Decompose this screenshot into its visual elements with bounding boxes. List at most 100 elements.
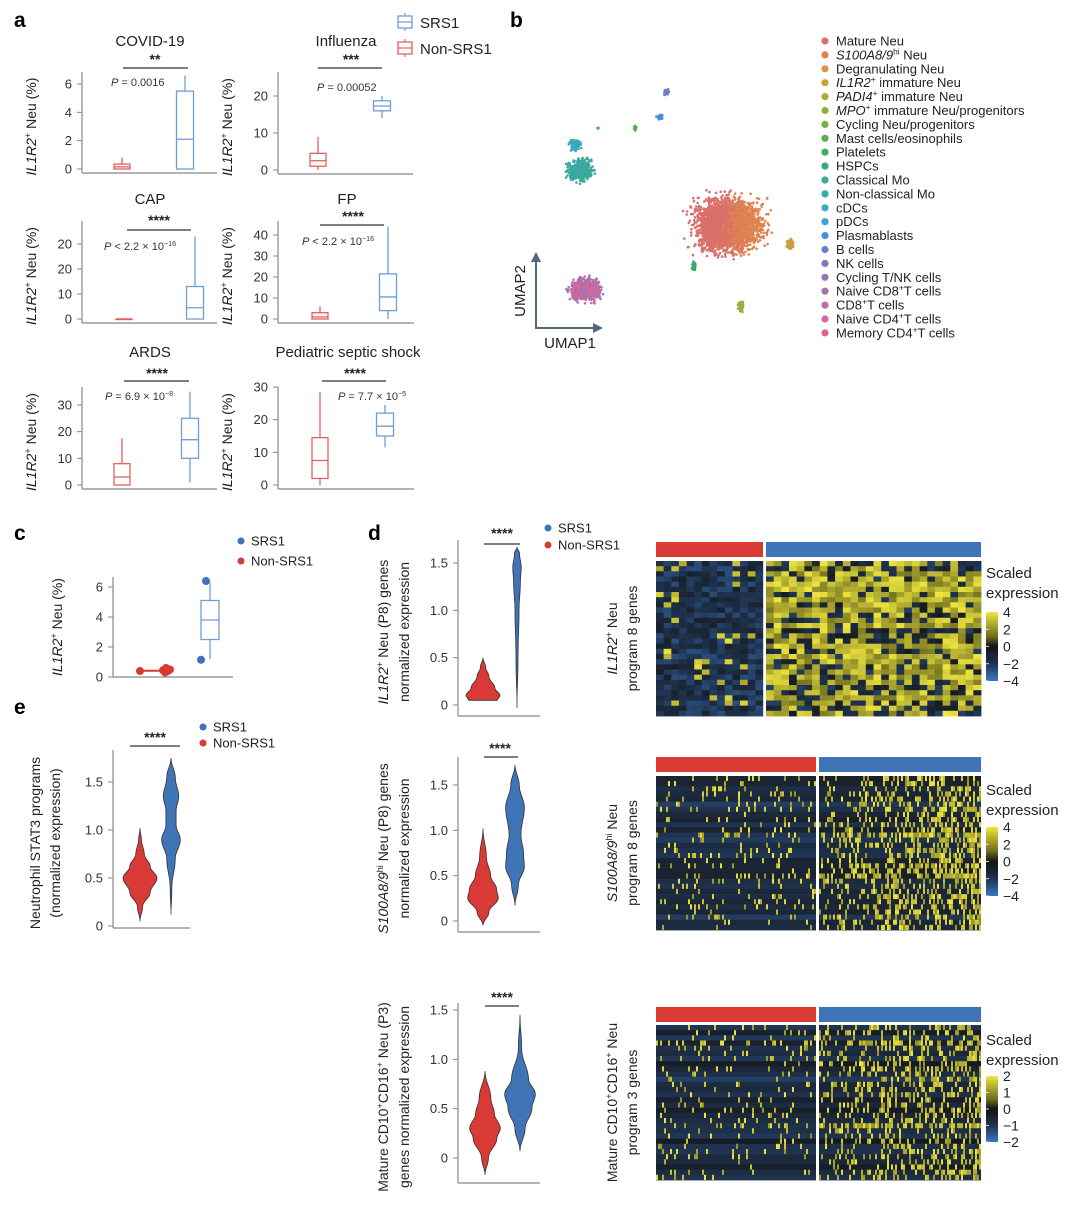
y-tick-label: 10 [254,445,268,460]
umap-point [742,212,746,215]
umap-point [576,301,579,304]
umap-point [587,294,591,297]
y-tick-label: 6 [65,77,72,92]
umap-point [715,209,719,213]
umap-point [709,246,712,249]
legend-label-part: immature Neu [876,75,961,90]
umap-point [742,253,746,256]
umap-point [704,246,707,249]
umap-point [706,221,710,225]
umap-point [575,181,578,184]
y-axis-label: IL1R2+ Neu (%) [219,393,235,491]
umap-point [739,246,743,249]
umap-point [574,170,578,173]
panel-label-d: d [368,522,381,545]
umap-point [763,244,766,247]
umap-point [766,230,769,233]
umap-point [705,189,708,192]
umap-point [750,232,753,236]
umap-point [681,209,685,213]
umap-point [707,232,711,236]
box-srs1 [375,404,395,448]
box-srs1 [185,236,205,320]
umap-point [595,282,598,285]
p-value: P = 0.0016 [111,77,165,89]
y-axis-label: IL1R2+ Neu (%) [23,227,39,325]
y-tick-label: 0 [261,163,268,178]
y-axis-label-part: IL1R2 [23,287,39,325]
y-axis-label-part: Neu (%) [219,227,235,282]
srs1-box-legend-icon [397,13,413,31]
y-tick-label: 20 [58,262,72,277]
umap-point [693,208,697,211]
umap-point [711,228,714,232]
umap-point [721,213,725,217]
legend-item: Degranulating Neu [821,61,944,76]
umap-point [746,243,750,247]
umap-point [732,223,736,226]
umap-point [720,209,724,213]
legend-label-part: MPO [836,103,866,118]
umap-point [770,231,774,234]
umap-point [715,215,719,218]
umap-point [590,158,593,161]
umap-point [735,203,738,206]
umap-point [737,307,741,310]
y-tick-label: 0 [65,162,72,177]
boxplot-pediatric-septic-shock: Pediatric septic shock****P = 7.7 × 10−5… [219,344,421,493]
p-value-part: −5 [398,390,406,398]
legend-label: Cycling Neu/progenitors [836,117,975,132]
y-axis-label-part: + [219,133,229,138]
umap-point [727,238,731,241]
box-non-srs1 [113,157,131,170]
x-axis-label: UMAP1 [544,335,596,352]
y-axis-label-group: IL1R2+ Neu (%) [23,78,39,176]
umap-point [692,261,696,264]
umap-point [769,209,773,212]
umap-point [726,235,730,239]
umap-point [690,228,693,231]
significance-stars: **** [344,365,366,381]
umap-point [721,229,725,232]
legend-label-part: IL1R2 [836,75,871,90]
umap-point [703,216,706,219]
y-axis-label-group: IL1R2+ Neu (%) [219,227,235,325]
umap-point [566,174,569,177]
umap-point [743,209,746,213]
umap-point [767,212,770,216]
umap-point [720,255,724,258]
umap-point [583,284,586,287]
p-value-part: = 0.0016 [118,77,164,89]
umap-point [719,190,722,194]
umap-point [693,218,696,222]
umap-point [732,208,735,212]
umap-point [741,224,744,227]
chart-title: Pediatric septic shock [275,344,421,361]
umap-point [576,165,580,168]
umap-point [725,194,728,197]
y-axis-label: IL1R2+ Neu (%) [219,78,235,176]
umap-cluster [690,260,697,272]
box-non-srs1 [311,306,329,320]
umap-point [752,245,756,248]
umap-point [749,227,753,230]
umap-point [746,233,750,237]
umap-point [708,226,712,229]
umap-point [573,296,577,300]
y-tick-label: 20 [58,237,72,252]
umap-point [761,228,765,232]
umap-point [705,235,708,239]
umap-point [708,213,712,217]
umap-point [572,141,576,145]
umap-point [722,239,725,242]
umap-point [741,250,744,254]
umap-point [759,216,762,219]
umap-point [718,208,721,211]
umap-point [738,302,742,306]
umap-point [596,293,600,297]
umap-cluster [736,300,745,314]
umap-point [721,223,725,226]
umap-point [760,231,763,235]
